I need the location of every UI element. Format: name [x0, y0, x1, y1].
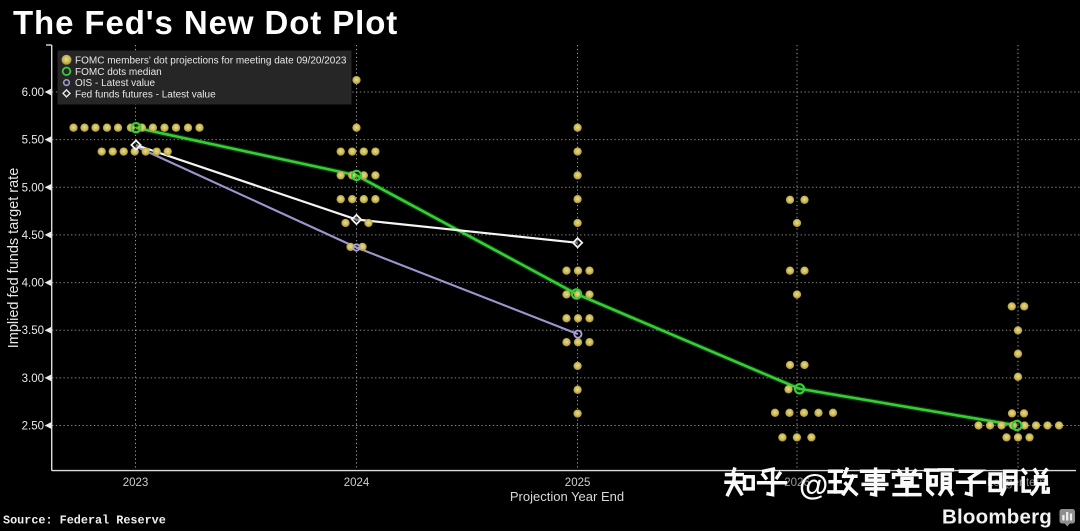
svg-text:FOMC dots median: FOMC dots median — [75, 67, 162, 78]
svg-text:6.00: 6.00 — [22, 87, 44, 99]
svg-text:The Fed's New Dot Plot: The Fed's New Dot Plot — [13, 4, 398, 41]
svg-text:3.00: 3.00 — [22, 373, 44, 385]
svg-text:3.50: 3.50 — [22, 325, 44, 337]
svg-text:OIS - Latest value: OIS - Latest value — [75, 78, 155, 89]
svg-text:2025: 2025 — [565, 477, 591, 489]
svg-text:Source: Federal Reserve: Source: Federal Reserve — [3, 514, 166, 528]
svg-text:2024: 2024 — [344, 477, 370, 489]
svg-text:5.00: 5.00 — [22, 182, 44, 194]
svg-text:4.00: 4.00 — [22, 278, 44, 290]
svg-text:4.50: 4.50 — [22, 230, 44, 242]
svg-text:FOMC members' dot projections: FOMC members' dot projections for meetin… — [75, 55, 347, 66]
svg-text:Projection Year End: Projection Year End — [510, 489, 624, 504]
svg-text:2026: 2026 — [784, 477, 810, 489]
svg-text:Implied fed funds target rate: Implied fed funds target rate — [6, 168, 22, 349]
svg-text:2023: 2023 — [123, 477, 149, 489]
svg-text:2.50: 2.50 — [22, 421, 44, 433]
svg-text:@: @ — [799, 469, 828, 502]
svg-text:Fed funds futures - Latest val: Fed funds futures - Latest value — [75, 89, 216, 100]
svg-text:Bloomberg: Bloomberg — [942, 506, 1052, 529]
svg-text:5.50: 5.50 — [22, 135, 44, 147]
